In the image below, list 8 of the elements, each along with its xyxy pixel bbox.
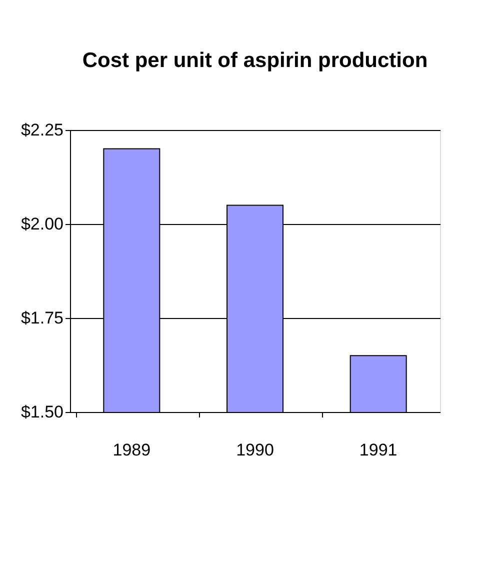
y-tick-label: $2.00 bbox=[20, 214, 64, 234]
y-tick-label: $1.75 bbox=[20, 308, 64, 328]
x-tick-label: 1990 bbox=[236, 440, 274, 460]
x-tick-label: 1991 bbox=[359, 440, 398, 460]
y-tick-label: $2.25 bbox=[20, 120, 64, 140]
y-tick-label: $1.50 bbox=[20, 402, 64, 422]
chart-title: Cost per unit of aspirin production bbox=[82, 49, 428, 72]
x-tick-label: 1989 bbox=[112, 440, 151, 460]
